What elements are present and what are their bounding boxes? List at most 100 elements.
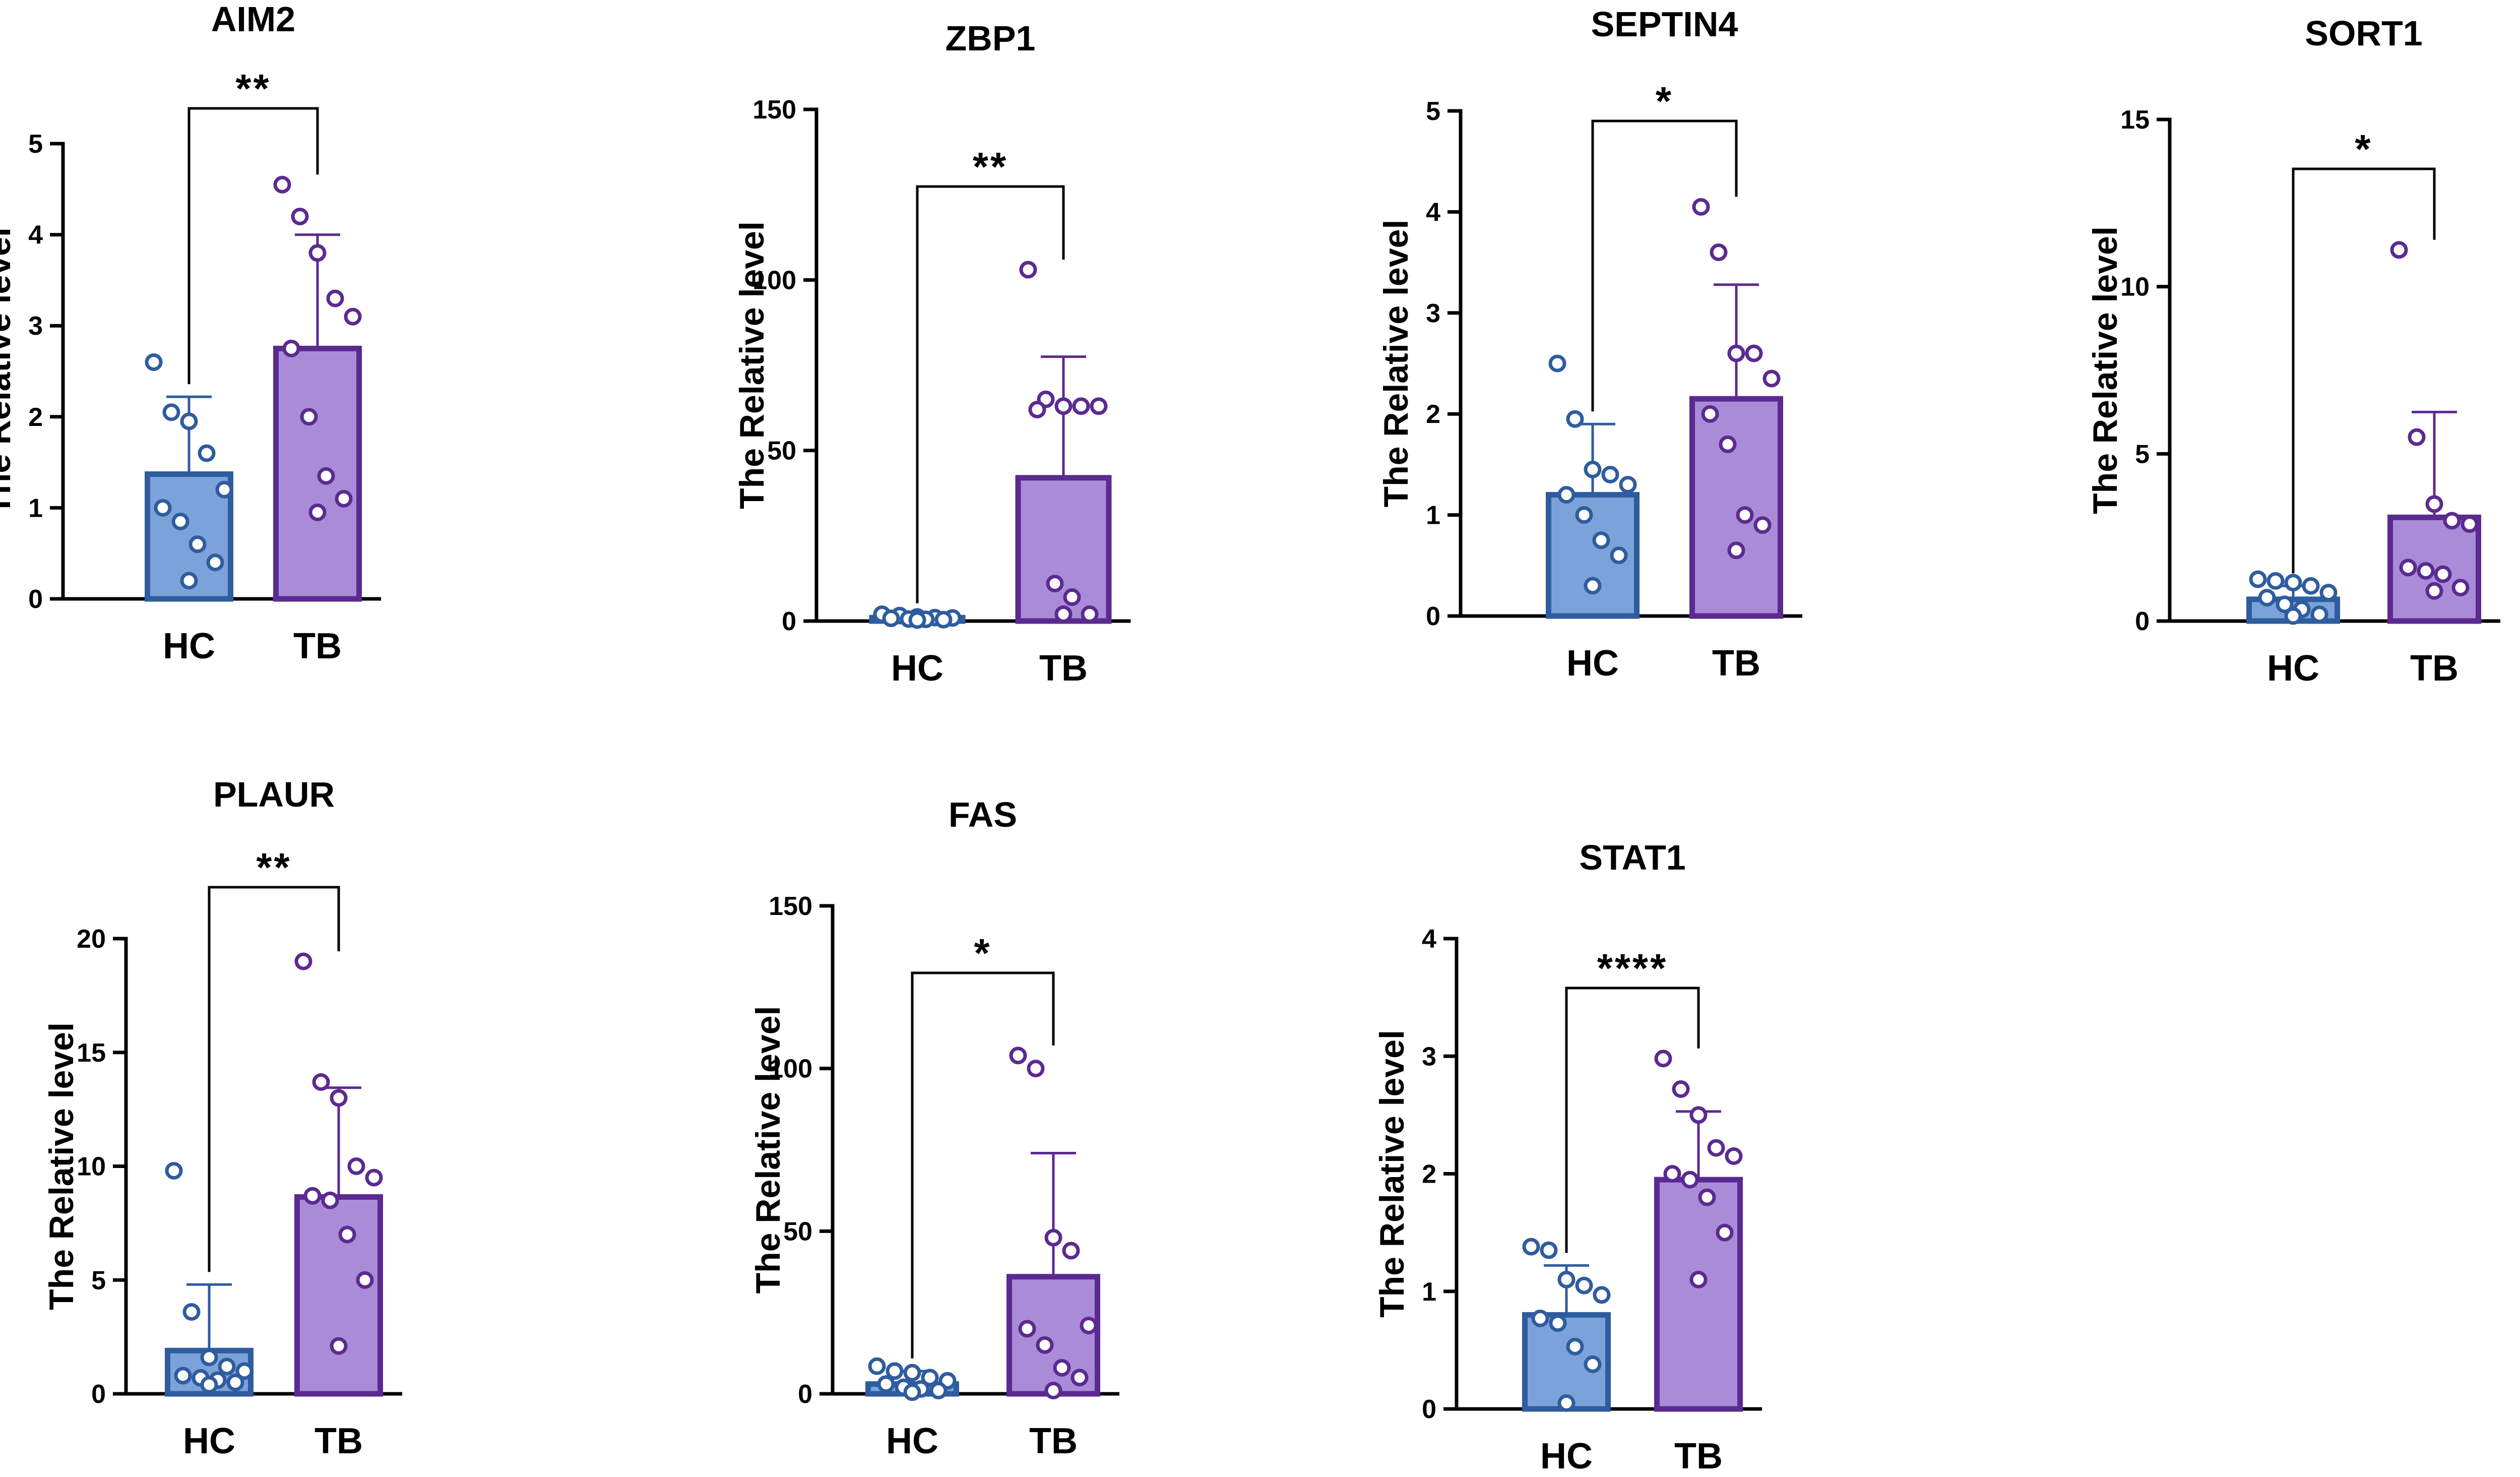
y-tick-label: 50 <box>783 1217 812 1246</box>
y-tick-label: 0 <box>91 1380 106 1409</box>
significance-bracket <box>1565 987 1700 1253</box>
y-axis-label: The Relative level <box>1377 220 1415 508</box>
y-tick-label: 4 <box>1426 198 1440 227</box>
data-point-tb <box>335 489 353 508</box>
bar-tb <box>294 1194 383 1397</box>
data-point-tb <box>1654 1050 1672 1068</box>
data-point-tb <box>1753 516 1772 534</box>
data-point-hc <box>903 1383 921 1401</box>
data-point-tb <box>321 1191 339 1209</box>
data-point-tb <box>1663 1165 1681 1183</box>
data-point-tb <box>317 467 335 485</box>
y-tick-label: 5 <box>1426 97 1440 126</box>
data-point-hc <box>218 1358 236 1376</box>
data-point-hc <box>1557 1394 1576 1412</box>
bar-tb <box>1015 475 1112 624</box>
data-point-hc <box>1566 1337 1584 1356</box>
y-tick-label: 0 <box>2135 607 2150 636</box>
data-point-tb <box>300 408 318 426</box>
data-point-tb <box>1063 588 1081 606</box>
data-point-hc <box>1522 1238 1540 1256</box>
data-point-tb <box>1701 405 1719 423</box>
y-axis-label: The Relative level <box>2086 226 2124 514</box>
data-point-tb <box>2408 428 2426 446</box>
y-tick-label: 1 <box>1422 1277 1436 1307</box>
data-point-hc <box>235 1362 254 1380</box>
data-point-hc <box>1557 1270 1576 1288</box>
data-point-hc <box>180 412 198 430</box>
data-point-hc <box>2249 570 2267 588</box>
data-point-tb <box>1062 1242 1080 1260</box>
data-point-hc <box>2284 607 2302 625</box>
y-tick-label: 3 <box>1426 299 1440 328</box>
significance-label: * <box>2355 127 2372 171</box>
data-point-tb <box>1725 1147 1743 1165</box>
data-point-tb <box>2425 495 2443 513</box>
y-tick-label: 15 <box>77 1038 106 1068</box>
data-point-tb <box>1054 605 1073 623</box>
data-point-hc <box>1566 410 1584 428</box>
data-point-tb <box>1689 1270 1708 1288</box>
significance-bracket <box>916 185 1065 603</box>
data-point-tb <box>2399 559 2417 577</box>
y-tick-label: 0 <box>28 585 43 614</box>
data-point-tb <box>291 207 309 225</box>
data-point-tb <box>2451 579 2470 597</box>
data-point-tb <box>338 1225 356 1244</box>
data-point-hc <box>182 1303 201 1321</box>
significance-label: **** <box>1597 946 1668 991</box>
data-point-hc <box>2276 595 2294 613</box>
bar-tb <box>1654 1177 1743 1412</box>
data-point-tb <box>1018 1320 1036 1338</box>
y-tick-label: 5 <box>2135 440 2150 469</box>
data-point-tb <box>273 175 291 194</box>
data-point-tb <box>1681 1171 1699 1189</box>
significance-bracket <box>911 971 1055 1359</box>
data-point-tb <box>1716 1223 1734 1242</box>
significance-bracket <box>187 107 319 385</box>
data-point-hc <box>200 1376 218 1394</box>
y-tick-label: 15 <box>2120 105 2150 135</box>
significance-label: ** <box>256 845 291 890</box>
chart-panel-6: FAS The Relative level 0 50 100 150 HC TB * <box>749 795 1119 1461</box>
y-axis-label: The Relative level <box>749 1006 787 1294</box>
data-point-hc <box>1584 577 1602 595</box>
data-point-tb <box>2390 241 2408 259</box>
data-point-tb <box>1028 400 1046 418</box>
data-point-tb <box>1745 344 1763 362</box>
chart-title: ZBP1 <box>946 19 1036 58</box>
data-point-tb <box>1080 1316 1098 1334</box>
data-point-tb <box>1727 344 1745 362</box>
chart-title: FAS <box>949 795 1017 834</box>
data-point-hc <box>868 1357 886 1375</box>
category-label-tb: TB <box>2410 648 2459 689</box>
category-label-tb: TB <box>1039 648 1088 689</box>
data-point-hc <box>180 572 198 590</box>
data-point-tb <box>1053 1359 1071 1377</box>
data-point-tb <box>344 307 362 326</box>
data-point-tb <box>1090 397 1108 415</box>
data-point-tb <box>1027 1060 1045 1078</box>
category-label-tb: TB <box>1029 1421 1078 1461</box>
data-point-hc <box>215 480 233 499</box>
data-point-tb <box>1698 1188 1716 1206</box>
y-tick-label: 2 <box>1422 1160 1436 1189</box>
data-point-hc <box>1584 460 1602 478</box>
data-point-tb <box>1044 1382 1062 1400</box>
data-point-tb <box>1046 575 1064 593</box>
data-point-tb <box>303 1187 322 1205</box>
data-point-tb <box>2425 582 2443 600</box>
data-point-hc <box>1557 486 1576 504</box>
data-point-tb <box>326 289 344 307</box>
bar-tb <box>1689 396 1783 619</box>
data-point-hc <box>154 499 172 517</box>
data-point-hc <box>1593 1286 1611 1304</box>
data-point-hc <box>226 1373 244 1391</box>
data-point-hc <box>1610 546 1628 565</box>
y-tick-label: 1 <box>1426 501 1440 530</box>
significance-label: ** <box>235 66 271 111</box>
data-point-tb <box>2434 565 2452 583</box>
data-point-hc <box>174 1367 192 1385</box>
data-point-hc <box>198 444 216 462</box>
y-tick-label: 2 <box>1426 400 1440 429</box>
